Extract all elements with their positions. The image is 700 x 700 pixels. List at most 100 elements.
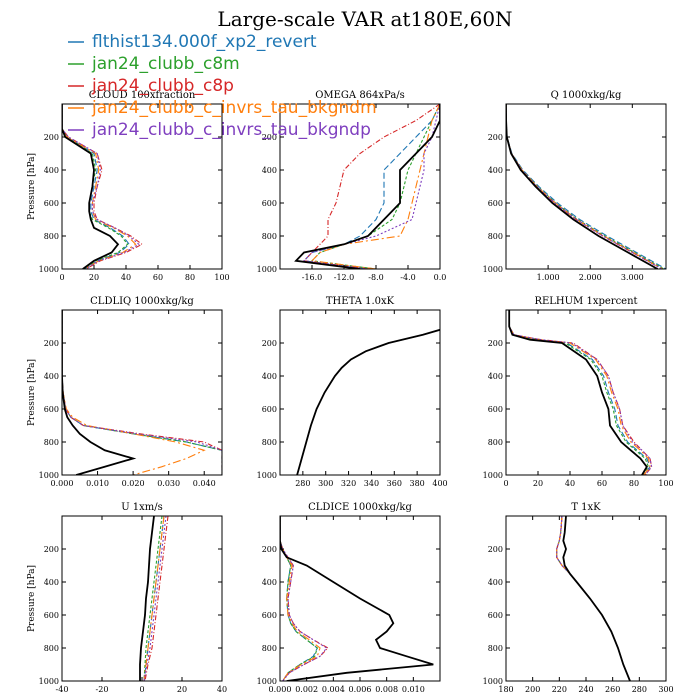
plot-frame: [505, 309, 667, 476]
series-group: [62, 310, 222, 475]
series-line-jan24_clubb_c_invrs_tau_bkgndm: [310, 104, 440, 269]
series-line-jan24_clubb_c_invrs_tau_bkgndm: [556, 516, 631, 681]
series-line-jan24_clubb_c_invrs_tau_bkgndp: [296, 329, 440, 475]
x-tick-label: 0: [59, 273, 64, 282]
y-tick-label: 1000: [257, 677, 277, 686]
series-line-jan24_clubb_c_invrs_tau_bkgndp: [62, 104, 140, 269]
x-tick-label: -12.0: [334, 273, 355, 282]
y-tick-label: 600: [262, 405, 277, 414]
y-tick-label: 800: [262, 232, 277, 241]
series-line-jan24_clubb_c8m: [508, 310, 650, 475]
series-line-flthist134.000f_xp2_revert: [296, 329, 440, 475]
legend-item: jan24_clubb_c_invrs_tau_bkgndm: [68, 98, 377, 118]
series-line-jan24_clubb_c8p: [144, 516, 169, 681]
series-group: [62, 104, 144, 269]
x-tick-label: 0.0: [434, 273, 447, 282]
series-line-reference: [280, 516, 434, 681]
x-tick-label: 1.000: [537, 273, 560, 282]
y-tick-label: 600: [488, 405, 503, 414]
y-axis-label: Pressure [hPa]: [27, 153, 37, 220]
series-group: [139, 516, 169, 681]
y-tick-label: 800: [262, 644, 277, 653]
series-line-reference: [506, 104, 659, 269]
panel-title: CLOUD 100xfraction: [89, 90, 196, 101]
y-tick-label: 200: [44, 339, 59, 348]
series-line-flthist134.000f_xp2_revert: [280, 516, 318, 681]
panel-title: U 1xm/s: [121, 502, 163, 513]
y-tick-label: 1000: [257, 471, 277, 480]
legend-item: jan24_clubb_c_invrs_tau_bkgndp: [68, 120, 371, 140]
y-tick-label: 200: [262, 133, 277, 142]
series-line-jan24_clubb_c8p: [62, 310, 222, 475]
y-tick-label: 200: [488, 339, 503, 348]
x-tick-label: 0.030: [157, 479, 180, 488]
y-tick-label: 800: [262, 438, 277, 447]
y-tick-label: 200: [262, 339, 277, 348]
panel-0: CLOUD 100xfraction 0 20 40 60 80 100 200 400 600 8…: [27, 90, 230, 282]
series-line-jan24_clubb_c8p: [302, 104, 440, 269]
x-tick-label: 0.040: [193, 479, 216, 488]
y-tick-label: 400: [262, 372, 277, 381]
legend-label: jan24_clubb_c8p: [91, 76, 234, 96]
series-line-jan24_clubb_c8p: [280, 516, 329, 681]
panel-8: T 1xK 180 200 220 240 260 280 300 200 400 600 800 10…: [483, 502, 674, 694]
plot-frame: [61, 103, 223, 270]
x-tick-label: 0.002: [295, 685, 318, 694]
y-tick-label: 400: [262, 166, 277, 175]
y-tick-label: 400: [488, 166, 503, 175]
x-tick-label: 0: [503, 479, 508, 488]
series-group: [294, 104, 440, 269]
series-line-jan24_clubb_c_invrs_tau_bkgndm: [62, 104, 137, 269]
series-group: [556, 516, 631, 681]
x-tick-label: 380: [410, 479, 425, 488]
series-line-jan24_clubb_c8m: [506, 104, 665, 269]
series-line-jan24_clubb_c8m: [296, 329, 440, 475]
y-tick-label: 600: [262, 611, 277, 620]
series-line-jan24_clubb_c_invrs_tau_bkgndm: [62, 310, 206, 475]
series-line-reference: [296, 328, 440, 475]
x-tick-label: 0.010: [86, 479, 109, 488]
series-line-reference: [508, 310, 648, 475]
x-tick-label: 280: [632, 685, 647, 694]
plot-frame: [505, 515, 667, 682]
panel-title: RELHUM 1xpercent: [534, 296, 637, 307]
x-tick-label: 100: [214, 273, 229, 282]
panel-title: Q 1000xkg/kg: [551, 90, 622, 101]
x-tick-label: 280: [295, 479, 310, 488]
y-tick-label: 800: [488, 644, 503, 653]
y-tick-label: 600: [488, 611, 503, 620]
series-line-flthist134.000f_xp2_revert: [62, 310, 222, 475]
plot-frame: [279, 309, 441, 476]
y-tick-label: 400: [44, 166, 59, 175]
legend-label: flthist134.000f_xp2_revert: [92, 32, 317, 52]
panel-4: THETA 1.0xK 280 300 320 340 360 380 400 200 400 60…: [257, 296, 448, 488]
y-tick-label: 1000: [39, 677, 59, 686]
series-line-reference: [62, 104, 120, 269]
y-tick-label: 1000: [483, 471, 503, 480]
y-tick-label: 1000: [39, 471, 59, 480]
series-line-jan24_clubb_c_invrs_tau_bkgndp: [556, 516, 631, 681]
series-line-jan24_clubb_c8p: [296, 329, 440, 475]
series-line-flthist134.000f_xp2_revert: [62, 104, 130, 269]
y-tick-label: 800: [488, 438, 503, 447]
series-line-jan24_clubb_c_invrs_tau_bkgndp: [143, 516, 167, 681]
y-tick-label: 200: [488, 133, 503, 142]
series-group: [508, 310, 653, 475]
panel-6: U 1xm/s -40 -20 0 20 40 200 400 600 800 1000 Pressu…: [27, 502, 227, 694]
x-tick-label: 200: [525, 685, 540, 694]
y-tick-label: 400: [262, 578, 277, 587]
y-tick-label: 800: [488, 232, 503, 241]
series-line-flthist134.000f_xp2_revert: [556, 516, 631, 681]
series-group: [506, 104, 666, 269]
legend-item: jan24_clubb_c8p: [68, 76, 234, 96]
series-line-jan24_clubb_c_invrs_tau_bkgndp: [280, 516, 328, 681]
y-tick-label: 600: [44, 405, 59, 414]
x-tick-label: 2.000: [579, 273, 602, 282]
y-tick-label: 800: [44, 438, 59, 447]
x-tick-label: 60: [597, 479, 607, 488]
legend-label: jan24_clubb_c_invrs_tau_bkgndm: [91, 98, 377, 118]
x-tick-label: 40: [121, 273, 131, 282]
x-tick-label: 40: [565, 479, 575, 488]
series-line-jan24_clubb_c_invrs_tau_bkgndm: [506, 104, 663, 269]
panel-5: RELHUM 1xpercent 0 20 40 60 80 100 200 400 600 800…: [483, 296, 674, 488]
